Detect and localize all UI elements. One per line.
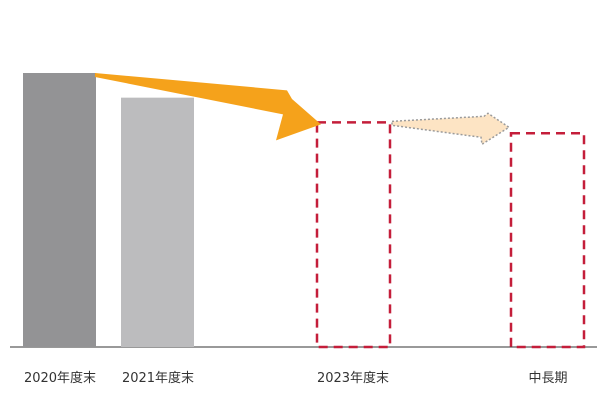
bar-2023-target bbox=[315, 121, 392, 349]
bar-2020 bbox=[23, 73, 96, 347]
bar-2021 bbox=[121, 97, 194, 347]
tick-label-2023: 2023年度末 bbox=[317, 370, 389, 386]
bar-mid-long-term-target bbox=[509, 132, 586, 349]
tick-labels-group: 2020年度末 2021年度末 2023年度末 中長期 bbox=[24, 370, 568, 386]
tick-label-2021: 2021年度末 bbox=[122, 370, 194, 386]
tick-label-2020: 2020年度末 bbox=[24, 370, 96, 386]
trend-arrows-group bbox=[95, 73, 511, 146]
trend-arrow-main bbox=[95, 73, 321, 141]
trend-arrow-secondary bbox=[391, 112, 511, 146]
bars-group bbox=[23, 73, 586, 349]
tick-label-mid-long-term: 中長期 bbox=[528, 371, 567, 386]
